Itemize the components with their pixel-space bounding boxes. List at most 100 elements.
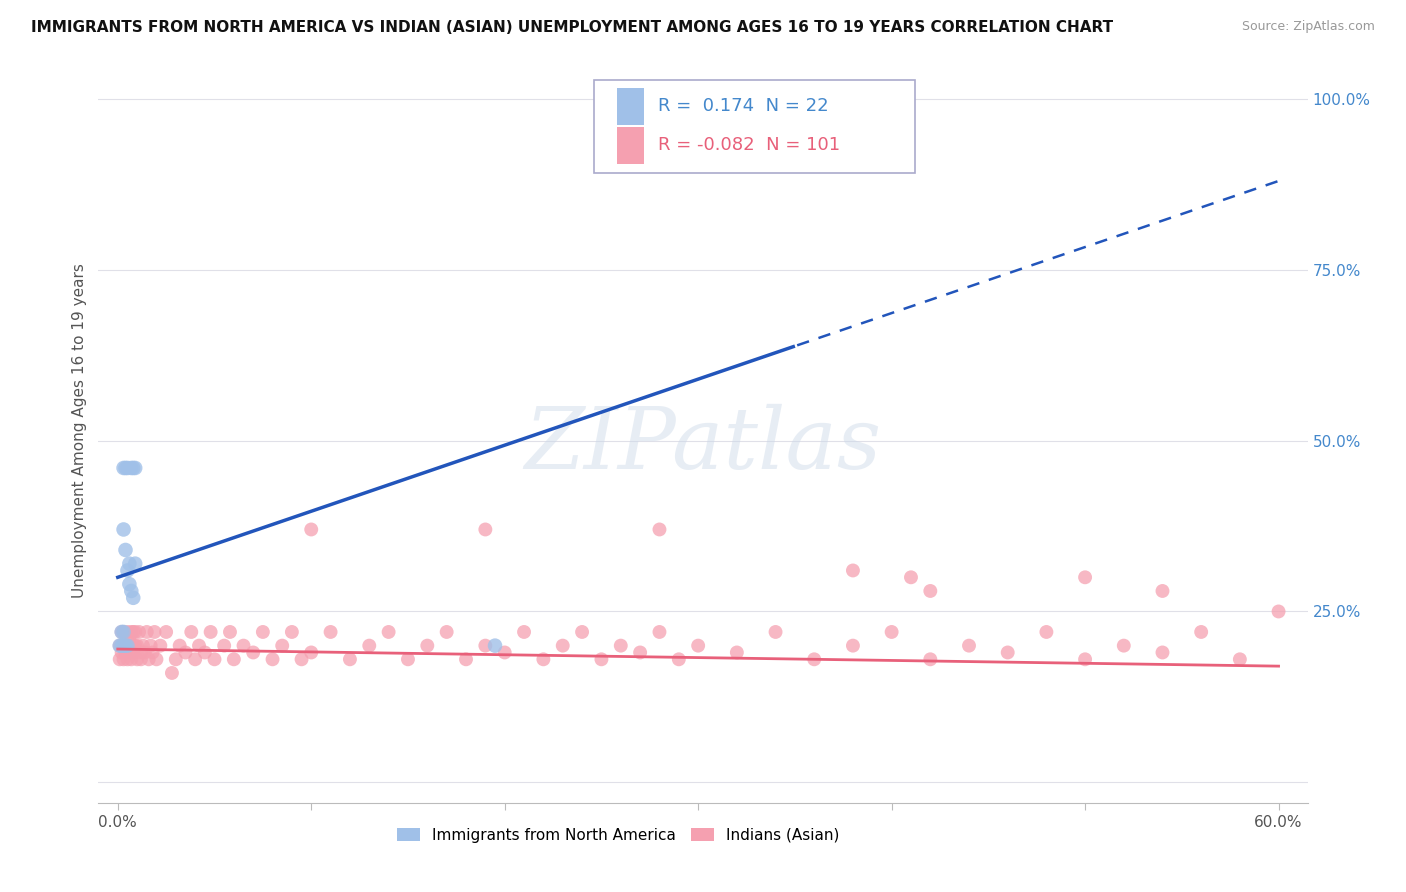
Point: [122, 624, 145, 639]
Point: [725, 645, 748, 659]
Point: [124, 639, 146, 653]
Point: [242, 645, 264, 659]
Point: [194, 645, 217, 659]
Point: [920, 584, 942, 599]
Point: [112, 523, 135, 537]
Point: [997, 645, 1019, 659]
Point: [118, 577, 141, 591]
Point: [474, 523, 496, 537]
Point: [120, 584, 142, 599]
Point: [252, 624, 274, 639]
Point: [219, 624, 242, 639]
Point: [262, 652, 284, 666]
Legend: Immigrants from North America, Indians (Asian): Immigrants from North America, Indians (…: [391, 822, 846, 849]
Point: [494, 645, 516, 659]
Point: [114, 543, 136, 558]
Point: [1074, 652, 1097, 666]
Point: [648, 624, 671, 639]
Point: [112, 624, 135, 639]
Point: [180, 624, 202, 639]
Point: [118, 645, 141, 659]
Point: [474, 639, 496, 653]
Point: [112, 639, 135, 653]
Point: [124, 461, 146, 475]
Point: [1035, 624, 1057, 639]
Point: [149, 639, 172, 653]
Point: [155, 624, 177, 639]
Point: [122, 591, 145, 605]
Point: [648, 523, 671, 537]
Point: [281, 624, 304, 639]
Point: [145, 652, 167, 666]
Point: [127, 639, 149, 653]
Point: [591, 652, 613, 666]
Text: IMMIGRANTS FROM NORTH AMERICA VS INDIAN (ASIAN) UNEMPLOYMENT AMONG AGES 16 TO 19: IMMIGRANTS FROM NORTH AMERICA VS INDIAN …: [31, 20, 1114, 35]
Point: [134, 645, 156, 659]
Point: [204, 652, 226, 666]
Point: [127, 652, 149, 666]
Point: [117, 652, 139, 666]
Point: [880, 624, 903, 639]
Point: [108, 639, 131, 653]
Point: [484, 639, 506, 653]
Point: [271, 639, 294, 653]
Point: [551, 639, 574, 653]
Point: [1152, 584, 1174, 599]
Point: [118, 639, 141, 653]
Point: [108, 639, 131, 653]
Point: [139, 639, 162, 653]
Point: [232, 639, 254, 653]
Point: [359, 639, 381, 653]
Point: [128, 624, 150, 639]
Point: [1074, 570, 1097, 584]
Point: [129, 645, 152, 659]
Point: [117, 564, 139, 578]
Point: [688, 639, 710, 653]
Point: [124, 624, 146, 639]
Point: [1152, 645, 1174, 659]
Point: [112, 639, 135, 653]
Point: [112, 461, 135, 475]
FancyBboxPatch shape: [617, 87, 644, 125]
Point: [117, 624, 139, 639]
Point: [531, 652, 554, 666]
Point: [111, 624, 134, 639]
Point: [117, 639, 139, 653]
Point: [765, 624, 787, 639]
Point: [610, 639, 633, 653]
Point: [416, 639, 439, 653]
Point: [112, 624, 135, 639]
Point: [571, 624, 593, 639]
Point: [290, 652, 312, 666]
Point: [842, 639, 865, 653]
Point: [1267, 605, 1289, 619]
Point: [135, 624, 157, 639]
Point: [129, 652, 152, 666]
Point: [299, 645, 322, 659]
Y-axis label: Unemployment Among Ages 16 to 19 years: Unemployment Among Ages 16 to 19 years: [72, 263, 87, 598]
Point: [165, 652, 187, 666]
Point: [114, 639, 136, 653]
Point: [138, 652, 160, 666]
Point: [122, 461, 145, 475]
Point: [957, 639, 980, 653]
Point: [143, 624, 166, 639]
Point: [160, 665, 183, 680]
Point: [1229, 652, 1251, 666]
Point: [184, 652, 207, 666]
Point: [174, 645, 197, 659]
Point: [122, 645, 145, 659]
Point: [339, 652, 361, 666]
Point: [628, 645, 651, 659]
Text: Source: ZipAtlas.com: Source: ZipAtlas.com: [1241, 20, 1375, 33]
Point: [108, 652, 131, 666]
Point: [112, 652, 135, 666]
Point: [803, 652, 825, 666]
FancyBboxPatch shape: [595, 80, 915, 173]
Point: [120, 652, 142, 666]
Point: [1189, 624, 1212, 639]
FancyBboxPatch shape: [617, 127, 644, 164]
Point: [299, 523, 322, 537]
Point: [454, 652, 477, 666]
Point: [1112, 639, 1135, 653]
